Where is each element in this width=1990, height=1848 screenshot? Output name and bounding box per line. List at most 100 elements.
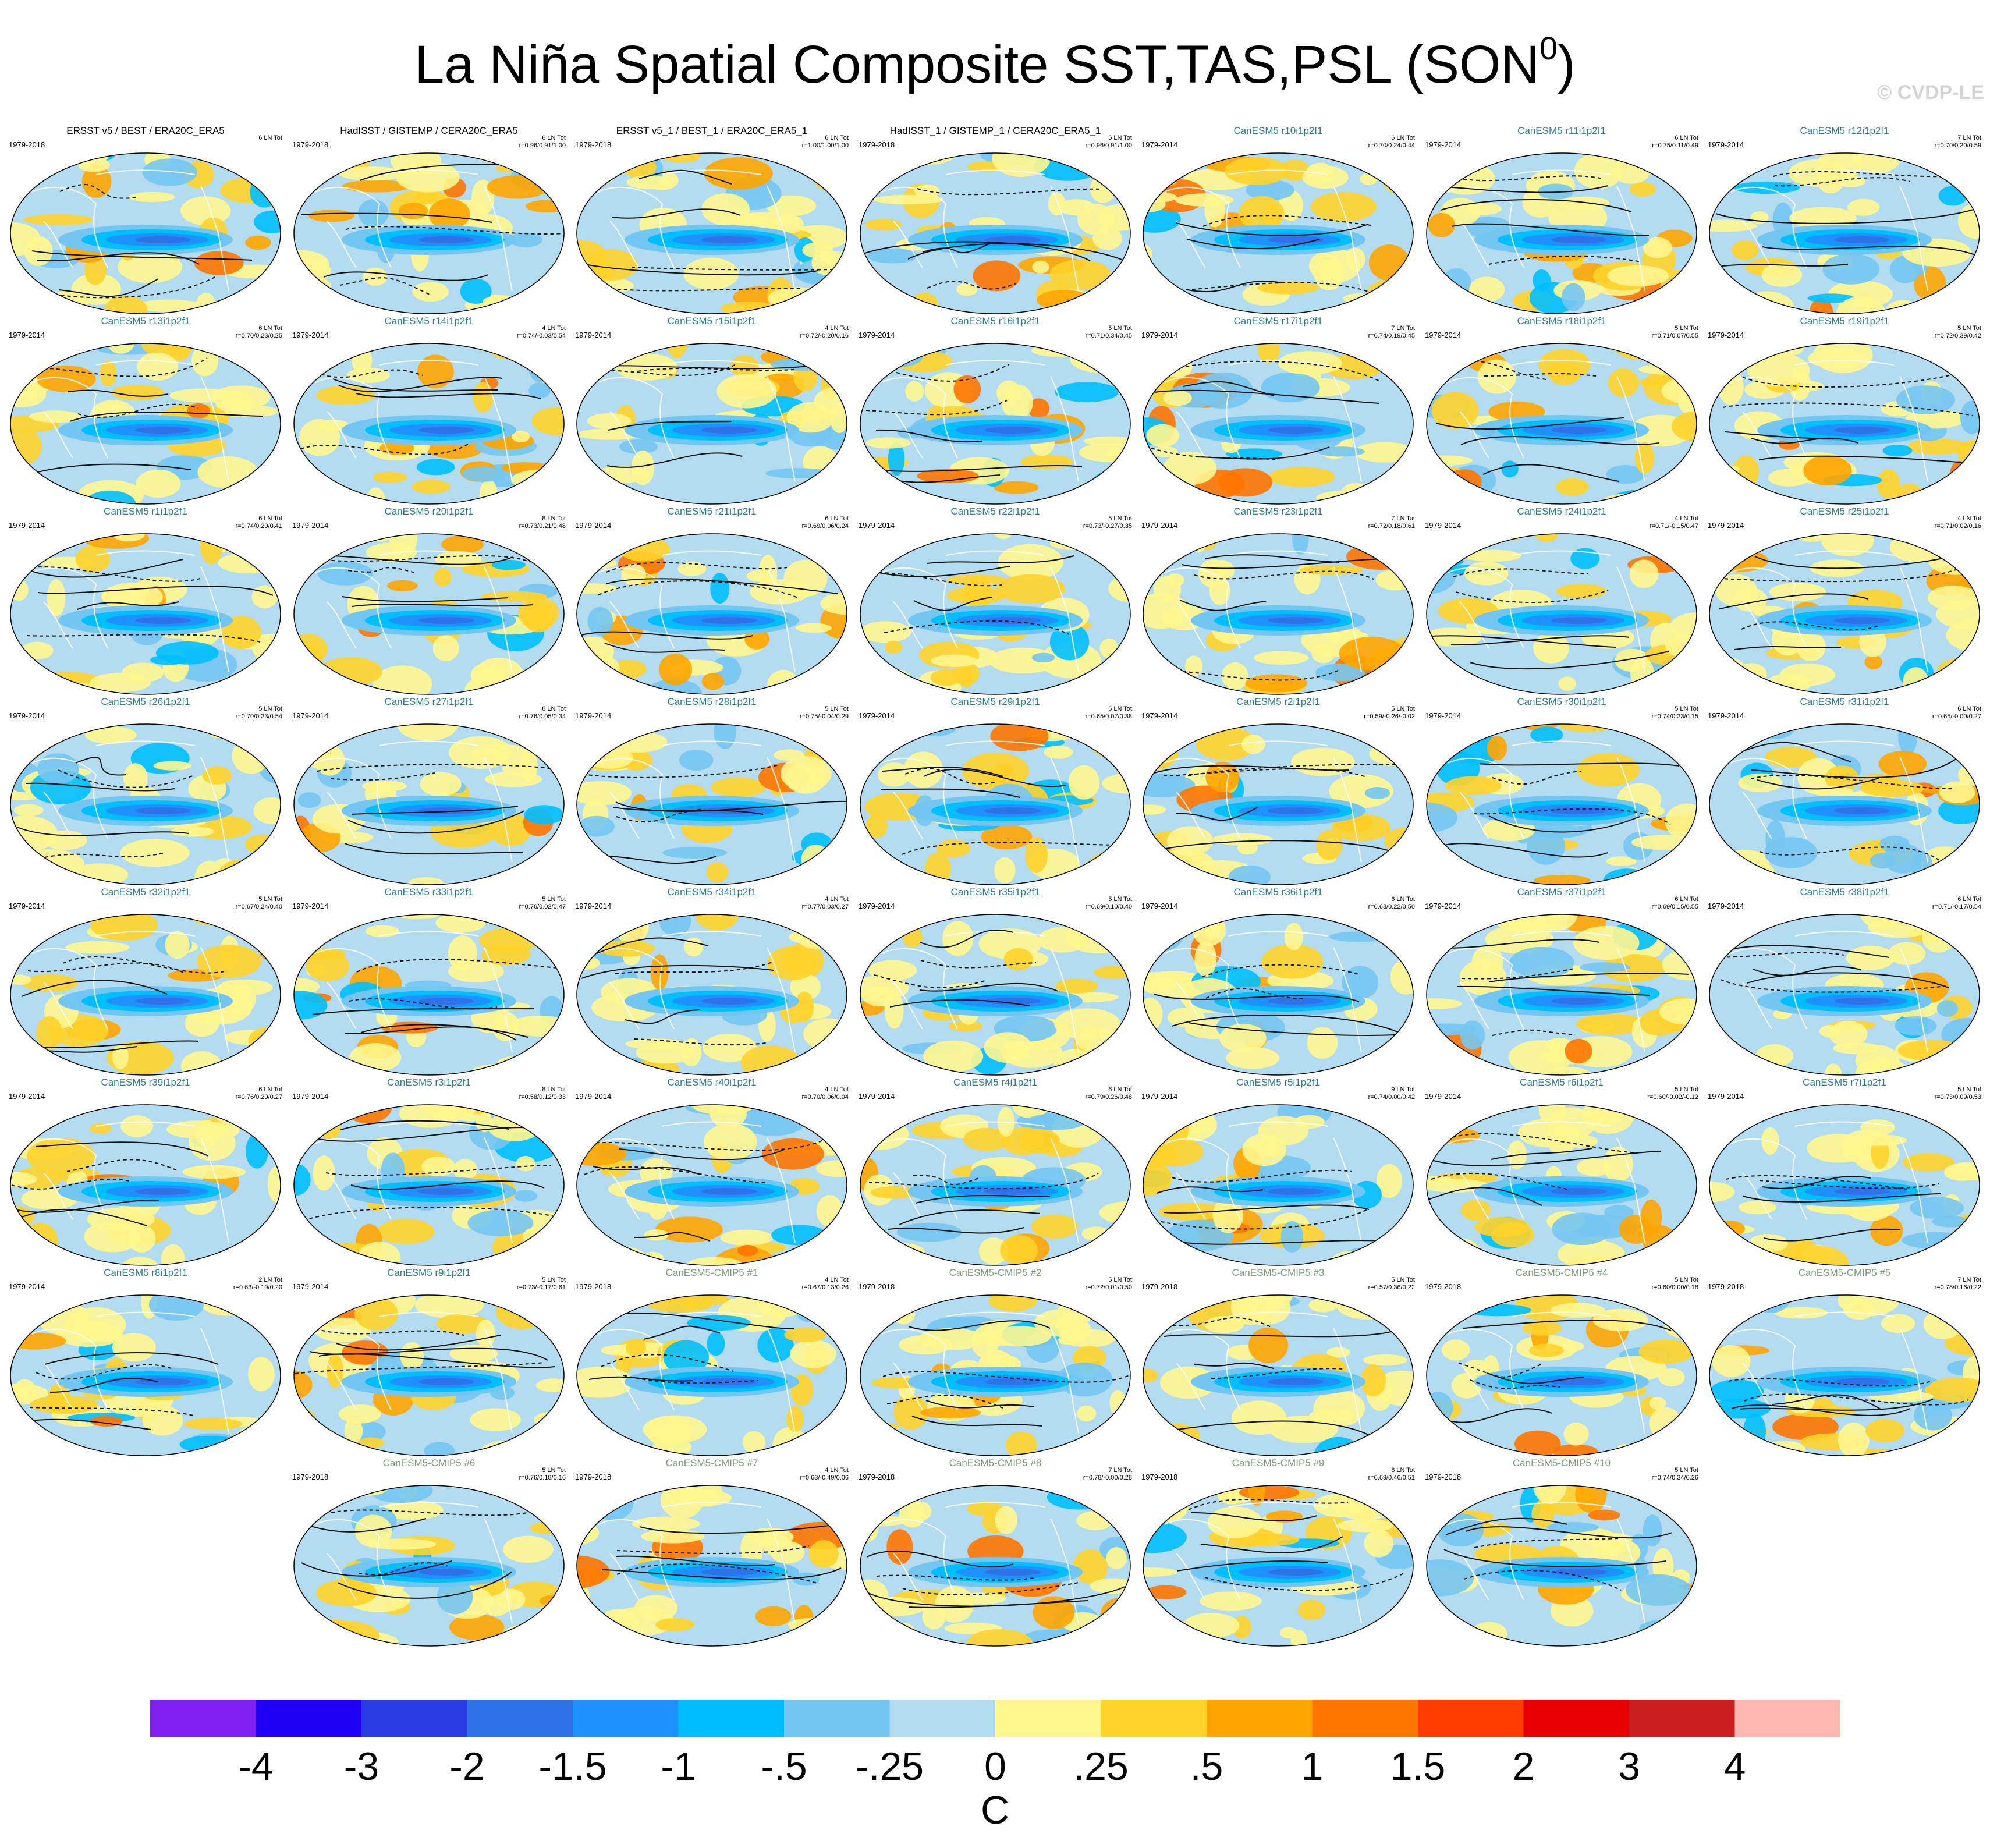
panel-title: CanESM5-CMIP5 #1 <box>665 1267 758 1278</box>
colorbar-tick-label: -1 <box>661 1744 696 1789</box>
panel-title: CanESM5-CMIP5 #6 <box>382 1457 476 1469</box>
panel-stats: 5 LN Tot r=0.73/0.09/0.53 <box>1934 1086 1981 1101</box>
composite-map <box>860 152 1131 314</box>
colorbar-swatch <box>1418 1700 1524 1737</box>
composite-map <box>860 914 1131 1076</box>
panel-title: CanESM5 r9i1p2f1 <box>387 1267 471 1278</box>
composite-map <box>576 914 847 1076</box>
map-panel: CanESM5-CMIP5 #3 1979-2018 5 LN Tot r=0.57/… <box>1141 1267 1415 1459</box>
colorbar-tick-label: -1.5 <box>538 1744 607 1789</box>
panel-title: CanESM5 r11i1p2f1 <box>1517 125 1606 136</box>
composite-map <box>10 1104 281 1266</box>
map-panel: CanESM5 r6i1p2f1 1979-2014 5 LN Tot r=0.60/… <box>1425 1077 1698 1269</box>
panel-title: CanESM5 r25i1p2f1 <box>1800 506 1889 517</box>
panel-title: CanESM5 r27i1p2f1 <box>384 696 474 707</box>
panel-years: 1979-2014 <box>575 711 612 720</box>
panel-title: CanESM5 r21i1p2f1 <box>667 506 757 517</box>
panel-stats: 7 LN Tot r=0.70/0.20/0.59 <box>1934 134 1981 149</box>
panel-title: CanESM5 r28i1p2f1 <box>667 696 757 707</box>
composite-map <box>1143 1485 1414 1647</box>
panel-years: 1979-2014 <box>1425 1092 1462 1101</box>
map-panel: ERSST v5_1 / BEST_1 / ERA20C_ERA5_1 1979-… <box>575 125 849 317</box>
composite-map <box>1426 914 1697 1076</box>
panel-years: 1979-2018 <box>1141 1473 1178 1481</box>
map-panel: CanESM5 r32i1p2f1 1979-2014 5 LN Tot r=0.67… <box>9 886 282 1079</box>
panel-stats: 5 LN Tot r=0.72/0.01/0.50 <box>1085 1276 1132 1291</box>
composite-map <box>10 343 281 505</box>
composite-map <box>1426 533 1697 695</box>
panel-title: CanESM5 r37i1p2f1 <box>1517 886 1606 898</box>
panel-stats: 6 LN Tot r=0.69/0.06/0.24 <box>801 515 849 530</box>
panel-title: CanESM5 r40i1p2f1 <box>667 1077 757 1088</box>
colorbar-swatch <box>256 1700 362 1737</box>
panel-stats: 6 LN Tot r=0.76/0.20/0.27 <box>235 1086 282 1101</box>
panel-years: 1979-2014 <box>1425 902 1462 910</box>
panel-title: CanESM5 r8i1p2f1 <box>104 1267 187 1278</box>
map-panel: CanESM5 r23i1p2f1 1979-2014 7 LN Tot r=0.72… <box>1141 506 1415 698</box>
composite-map <box>10 1294 281 1456</box>
colorbar-swatch <box>573 1700 679 1737</box>
panel-stats: 6 LN Tot r=0.69/0.15/0.55 <box>1651 896 1698 910</box>
composite-map <box>293 343 565 505</box>
colorbar-tick-label: -4 <box>238 1744 274 1789</box>
panel-stats: 5 LN Tot r=0.74/0.23/0.15 <box>1651 705 1698 720</box>
panel-title: CanESM5 r34i1p2f1 <box>667 886 757 898</box>
composite-map <box>860 723 1131 885</box>
panel-stats: 5 LN Tot r=0.72/0.39/0.42 <box>1934 325 1981 339</box>
composite-map <box>1426 343 1697 505</box>
panel-years: 1979-2014 <box>1141 902 1178 910</box>
panel-stats: 5 LN Tot r=0.67/0.24/0.40 <box>235 896 282 910</box>
panel-years: 1979-2014 <box>1708 331 1744 339</box>
panel-title: CanESM5 r6i1p2f1 <box>1520 1077 1604 1088</box>
panel-years: 1979-2014 <box>1708 1092 1744 1101</box>
map-panel: CanESM5-CMIP5 #9 1979-2018 8 LN Tot r=0.69/… <box>1141 1457 1415 1650</box>
colorbar-swatch <box>1101 1700 1207 1737</box>
panel-stats: 6 LN Tot r=0.70/0.23/0.25 <box>235 325 282 339</box>
panel-years: 1979-2014 <box>575 331 612 339</box>
figure-title: La Niña Spatial Composite SST,TAS,PSL (S… <box>414 30 1576 94</box>
map-panel: CanESM5 r4i1p2f1 1979-2014 6 LN Tot r=0.79/… <box>859 1077 1132 1269</box>
map-panel: CanESM5 r25i1p2f1 1979-2014 4 LN Tot r=0.71… <box>1708 506 1981 698</box>
panel-years: 1979-2018 <box>859 140 895 149</box>
panel-years: 1979-2014 <box>9 902 45 910</box>
panel-years: 1979-2014 <box>1708 140 1744 149</box>
panel-title: CanESM5 r36i1p2f1 <box>1233 886 1323 898</box>
panel-years: 1979-2014 <box>575 902 612 910</box>
panel-years: 1979-2014 <box>1425 140 1462 149</box>
composite-map <box>1143 914 1414 1076</box>
panel-title: HadISST / GISTEMP / CERA20C_ERA5 <box>340 125 518 136</box>
composite-map <box>1709 1294 1980 1456</box>
panel-title: CanESM5-CMIP5 #7 <box>665 1457 758 1469</box>
map-panel: CanESM5 r12i1p2f1 1979-2014 7 LN Tot r=0.70… <box>1708 125 1981 317</box>
panel-stats: 5 LN Tot r=0.69/0.10/0.40 <box>1085 896 1132 910</box>
colorbar-swatch <box>1523 1700 1630 1737</box>
panel-stats: 4 LN Tot r=0.71/0.02/0.16 <box>1934 515 1981 530</box>
colorbar-tick-label: 4 <box>1723 1744 1746 1789</box>
panel-years: 1979-2014 <box>1141 331 1178 339</box>
panel-years: 1979-2014 <box>292 521 329 530</box>
panel-title: CanESM5-CMIP5 #9 <box>1232 1457 1325 1469</box>
map-panel: CanESM5 r1i1p2f1 1979-2014 6 LN Tot r=0.74/… <box>9 506 282 698</box>
panel-title: CanESM5-CMIP5 #2 <box>949 1267 1042 1278</box>
panel-stats: 5 LN Tot r=0.76/0.02/0.47 <box>519 896 566 910</box>
panel-years: 1979-2014 <box>292 1282 329 1291</box>
panel-stats: 8 LN Tot r=0.69/0.46/0.51 <box>1368 1467 1415 1481</box>
panel-stats: 6 LN Tot r=0.74/0.20/0.41 <box>235 515 282 530</box>
panel-years: 1979-2014 <box>9 1092 45 1101</box>
composite-map <box>1143 533 1414 695</box>
composite-map <box>576 152 847 314</box>
panel-stats: 5 LN Tot r=0.71/0.34/0.45 <box>1085 325 1132 339</box>
colorbar-tick-label: -.25 <box>855 1744 924 1789</box>
colorbar-tick-label: -2 <box>449 1744 485 1789</box>
panel-stats: 5 LN Tot r=0.74/0.34/0.26 <box>1651 1467 1698 1481</box>
composite-map <box>10 914 281 1076</box>
composite-map <box>10 152 281 314</box>
map-panel: CanESM5 r3i1p2f1 1979-2014 8 LN Tot r=0.58/… <box>292 1077 566 1269</box>
panel-stats: 9 LN Tot r=0.74/0.00/0.42 <box>1368 1086 1415 1101</box>
colorbar <box>150 1700 1840 1737</box>
colorbar-tick-label: 3 <box>1618 1744 1640 1789</box>
composite-map <box>860 1294 1131 1456</box>
composite-map <box>1709 343 1980 505</box>
panel-stats: 5 LN Tot r=0.73/-0.17/0.61 <box>516 1276 566 1291</box>
map-panel: CanESM5 r16i1p2f1 1979-2014 5 LN Tot r=0.71… <box>859 315 1132 508</box>
